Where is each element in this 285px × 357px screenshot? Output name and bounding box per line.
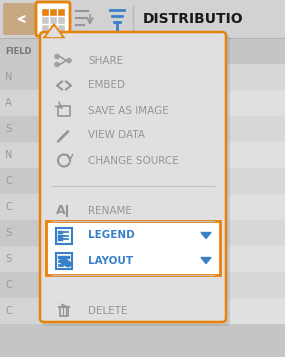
Text: DISTRIBUTIO: DISTRIBUTIO xyxy=(143,12,244,26)
FancyBboxPatch shape xyxy=(46,221,220,275)
Text: EMBED: EMBED xyxy=(88,80,125,91)
Bar xyxy=(42,9,49,16)
Bar xyxy=(0,168,285,194)
Text: N: N xyxy=(5,150,12,160)
Text: S: S xyxy=(5,124,11,134)
Text: CHANGE SOURCE: CHANGE SOURCE xyxy=(88,156,179,166)
FancyBboxPatch shape xyxy=(36,2,70,36)
Bar xyxy=(0,246,285,272)
Bar xyxy=(0,0,285,38)
Polygon shape xyxy=(47,27,61,36)
Bar xyxy=(0,272,285,298)
Bar xyxy=(0,298,285,324)
Bar xyxy=(0,142,285,168)
FancyBboxPatch shape xyxy=(40,32,226,322)
FancyBboxPatch shape xyxy=(56,227,72,243)
Bar xyxy=(55,168,285,194)
Circle shape xyxy=(54,54,60,59)
Text: DELETE: DELETE xyxy=(88,306,127,316)
Bar xyxy=(58,17,65,24)
Bar xyxy=(58,25,65,32)
Bar xyxy=(50,17,57,24)
FancyBboxPatch shape xyxy=(42,34,230,326)
Bar xyxy=(55,142,285,168)
Text: N: N xyxy=(5,72,12,82)
Text: LAYOUT: LAYOUT xyxy=(88,256,133,266)
Text: SHARE: SHARE xyxy=(88,55,123,65)
Bar xyxy=(55,246,285,272)
Polygon shape xyxy=(45,25,63,37)
Circle shape xyxy=(54,62,60,67)
Bar xyxy=(55,272,285,298)
Bar xyxy=(0,64,285,90)
Text: A: A xyxy=(56,204,66,217)
Bar xyxy=(42,25,49,32)
Text: VIEW DATA: VIEW DATA xyxy=(88,131,145,141)
Text: S: S xyxy=(5,254,11,264)
Bar xyxy=(42,17,49,24)
Bar xyxy=(50,9,57,16)
Text: FIELD: FIELD xyxy=(5,46,32,55)
Text: RENAME: RENAME xyxy=(88,206,132,216)
Circle shape xyxy=(66,58,72,63)
Bar xyxy=(58,9,65,16)
Bar xyxy=(50,25,57,32)
Text: LEGEND: LEGEND xyxy=(88,231,135,241)
Bar xyxy=(55,116,285,142)
Bar xyxy=(0,90,285,116)
Text: A: A xyxy=(5,98,12,108)
Bar xyxy=(0,116,285,142)
FancyBboxPatch shape xyxy=(3,3,35,35)
Bar xyxy=(55,194,285,220)
Bar xyxy=(55,298,285,324)
Text: C: C xyxy=(5,306,12,316)
Polygon shape xyxy=(201,232,211,238)
Text: S: S xyxy=(5,228,11,238)
Bar xyxy=(0,194,285,220)
Polygon shape xyxy=(201,257,211,263)
Text: C: C xyxy=(5,280,12,290)
FancyBboxPatch shape xyxy=(56,252,72,268)
Bar xyxy=(55,90,285,116)
Bar xyxy=(55,64,285,90)
Text: SAVE AS IMAGE: SAVE AS IMAGE xyxy=(88,106,169,116)
Bar xyxy=(0,220,285,246)
Bar xyxy=(0,38,55,64)
Text: C: C xyxy=(5,202,12,212)
Text: C: C xyxy=(5,176,12,186)
Bar xyxy=(55,220,285,246)
